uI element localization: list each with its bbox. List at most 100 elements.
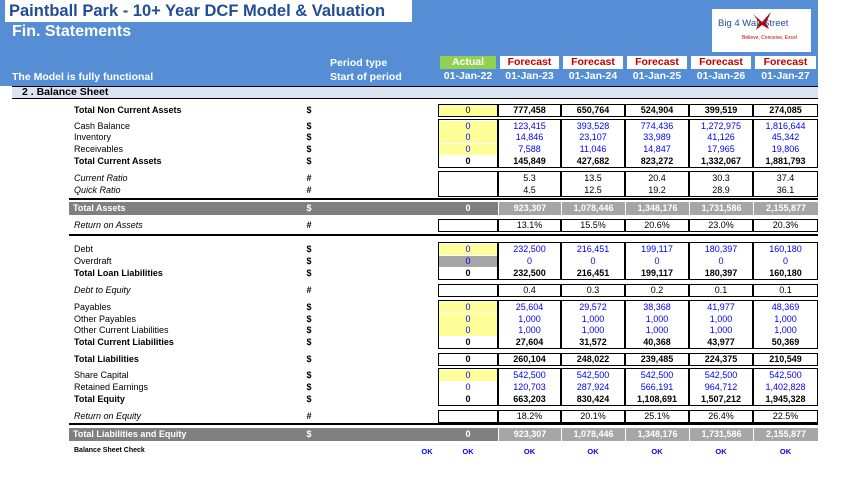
row-roe-box-5 (689, 410, 753, 423)
row-tl-box-4 (625, 353, 689, 366)
cell-tll-5: 180,397 (704, 268, 738, 278)
cell-tl-3: 248,022 (576, 354, 610, 364)
balance-check-7: OK (779, 447, 792, 456)
model-status: The Model is fully functional (12, 71, 154, 83)
cell-tnca-1: 0 (439, 105, 497, 116)
divider-line (69, 198, 818, 200)
cell-share_capital-5: 542,500 (704, 370, 738, 380)
cell-ocl-3: 1,000 (581, 325, 605, 335)
cell-roa-5: 23.0% (708, 220, 734, 230)
cell-tl-6: 210,549 (769, 354, 802, 364)
cell-tca-2: 145,849 (513, 156, 546, 166)
cell-debt-5: 180,397 (704, 244, 738, 254)
row-roa-box-3 (561, 219, 625, 232)
label-debt: Debt (74, 244, 94, 254)
cell-current_ratio-3: 13.5 (584, 173, 602, 183)
unit-tle: $ (306, 429, 312, 439)
row-roa-box-6 (753, 219, 818, 232)
group-g4-box-1 (438, 300, 498, 349)
row-dte-box-3 (561, 284, 625, 297)
group-g1-box-1 (438, 119, 498, 168)
cell-tca-1: 0 (465, 156, 471, 166)
row-tl-box-1 (438, 353, 498, 366)
logo-slogan: Believe, Conceive, Excel (742, 35, 798, 41)
cell-quick_ratio-3: 12.5 (584, 185, 602, 195)
cell-tcl-1: 0 (465, 337, 471, 347)
unit-retained: $ (306, 382, 312, 392)
cell-inventory-6: 45,342 (771, 132, 800, 142)
cell-share_capital-2: 542,500 (513, 370, 546, 380)
group-g2-box-2 (498, 171, 561, 197)
cell-ocl-1: 0 (439, 325, 497, 336)
cell-retained-5: 964,712 (704, 382, 738, 392)
cell-payables-2: 25,604 (515, 302, 544, 312)
balance-check-label: Balance Sheet Check (74, 447, 145, 454)
cell-tca-4: 823,272 (640, 156, 674, 166)
group-g4-box-5 (689, 300, 753, 349)
row-dte-box-5 (689, 284, 753, 297)
unit-current_ratio: # (306, 173, 312, 183)
cell-debt-2: 232,500 (513, 244, 546, 254)
cell-te-2: 663,203 (513, 394, 546, 404)
cell-other_payables-6: 1,000 (774, 314, 797, 324)
logo-text: Big 4 Wall Street (718, 18, 789, 29)
label-te: Total Equity (74, 394, 125, 404)
cell-te-6: 1,945,328 (765, 394, 806, 404)
row-tnca-box-3 (561, 104, 625, 117)
cell-receivables-2: 7,588 (518, 144, 541, 154)
cell-inventory-3: 23,107 (579, 132, 607, 142)
cell-payables-4: 38,368 (643, 302, 671, 312)
cell-tnca-5: 399,519 (704, 105, 738, 115)
row-roe-box-3 (561, 410, 625, 423)
group-g3-box-2 (498, 242, 561, 280)
cell-retained-4: 566,191 (640, 382, 674, 392)
cell-debt-6: 160,180 (769, 244, 802, 254)
cell-receivables-4: 14,847 (643, 144, 671, 154)
cell-overdraft-6: 0 (782, 256, 788, 266)
cell-inventory-5: 41,126 (707, 132, 735, 142)
cell-receivables-1: 0 (439, 144, 497, 155)
label-tll: Total Loan Liabilities (74, 268, 163, 278)
label-current_ratio: Current Ratio (74, 173, 128, 183)
cell-share_capital-4: 542,500 (640, 370, 674, 380)
cell-retained-1: 0 (465, 382, 471, 392)
column-date-2: 01-Jan-23 (505, 70, 554, 82)
cell-overdraft-2: 0 (526, 256, 532, 266)
cell-dte-2: 0.4 (523, 285, 536, 295)
row-tl-box-5 (689, 353, 753, 366)
balance-check-1: OK (421, 447, 433, 456)
cell-tcl-3: 31,572 (579, 337, 607, 347)
group-g5-box-2 (498, 368, 561, 406)
label-share_capital: Share Capital (74, 370, 129, 380)
unit-tnca: $ (306, 105, 312, 115)
unit-roe: # (306, 411, 312, 421)
cell-debt-3: 216,451 (576, 244, 610, 254)
cell-total_assets-4: 1,348,176 (625, 202, 689, 215)
cell-tca-3: 427,682 (576, 156, 610, 166)
row-roe-box-6 (753, 410, 818, 423)
cell-tnca-3: 650,764 (576, 105, 610, 115)
cell-cash-3: 393,528 (576, 121, 610, 131)
unit-roa: # (306, 220, 312, 230)
cell-roa-6: 20.3% (772, 220, 799, 230)
cell-total_assets-2: 923,307 (498, 202, 561, 215)
unit-quick_ratio: # (306, 185, 312, 195)
group-g5-box-1 (438, 368, 498, 406)
group-g3-box-4 (625, 242, 689, 280)
cell-te-5: 1,507,212 (700, 394, 742, 404)
label-tle: Total Liabilities and Equity (73, 429, 187, 439)
cell-ocl-6: 1,000 (774, 325, 797, 335)
cell-debt-1: 0 (439, 244, 497, 255)
unit-dte: # (306, 285, 312, 295)
label-roe: Return on Equity (74, 411, 142, 421)
label-retained: Retained Earnings (74, 382, 149, 392)
cell-retained-2: 120,703 (513, 382, 546, 392)
cell-roe-3: 20.1% (580, 411, 606, 421)
row-roe-box-4 (625, 410, 689, 423)
unit-ocl: $ (306, 325, 312, 335)
cell-other_payables-5: 1,000 (709, 314, 733, 324)
row-dte-box-1 (438, 284, 498, 297)
group-g4-box-6 (753, 300, 818, 349)
cell-share_capital-3: 542,500 (576, 370, 610, 380)
cell-tnca-2: 777,458 (513, 105, 546, 115)
